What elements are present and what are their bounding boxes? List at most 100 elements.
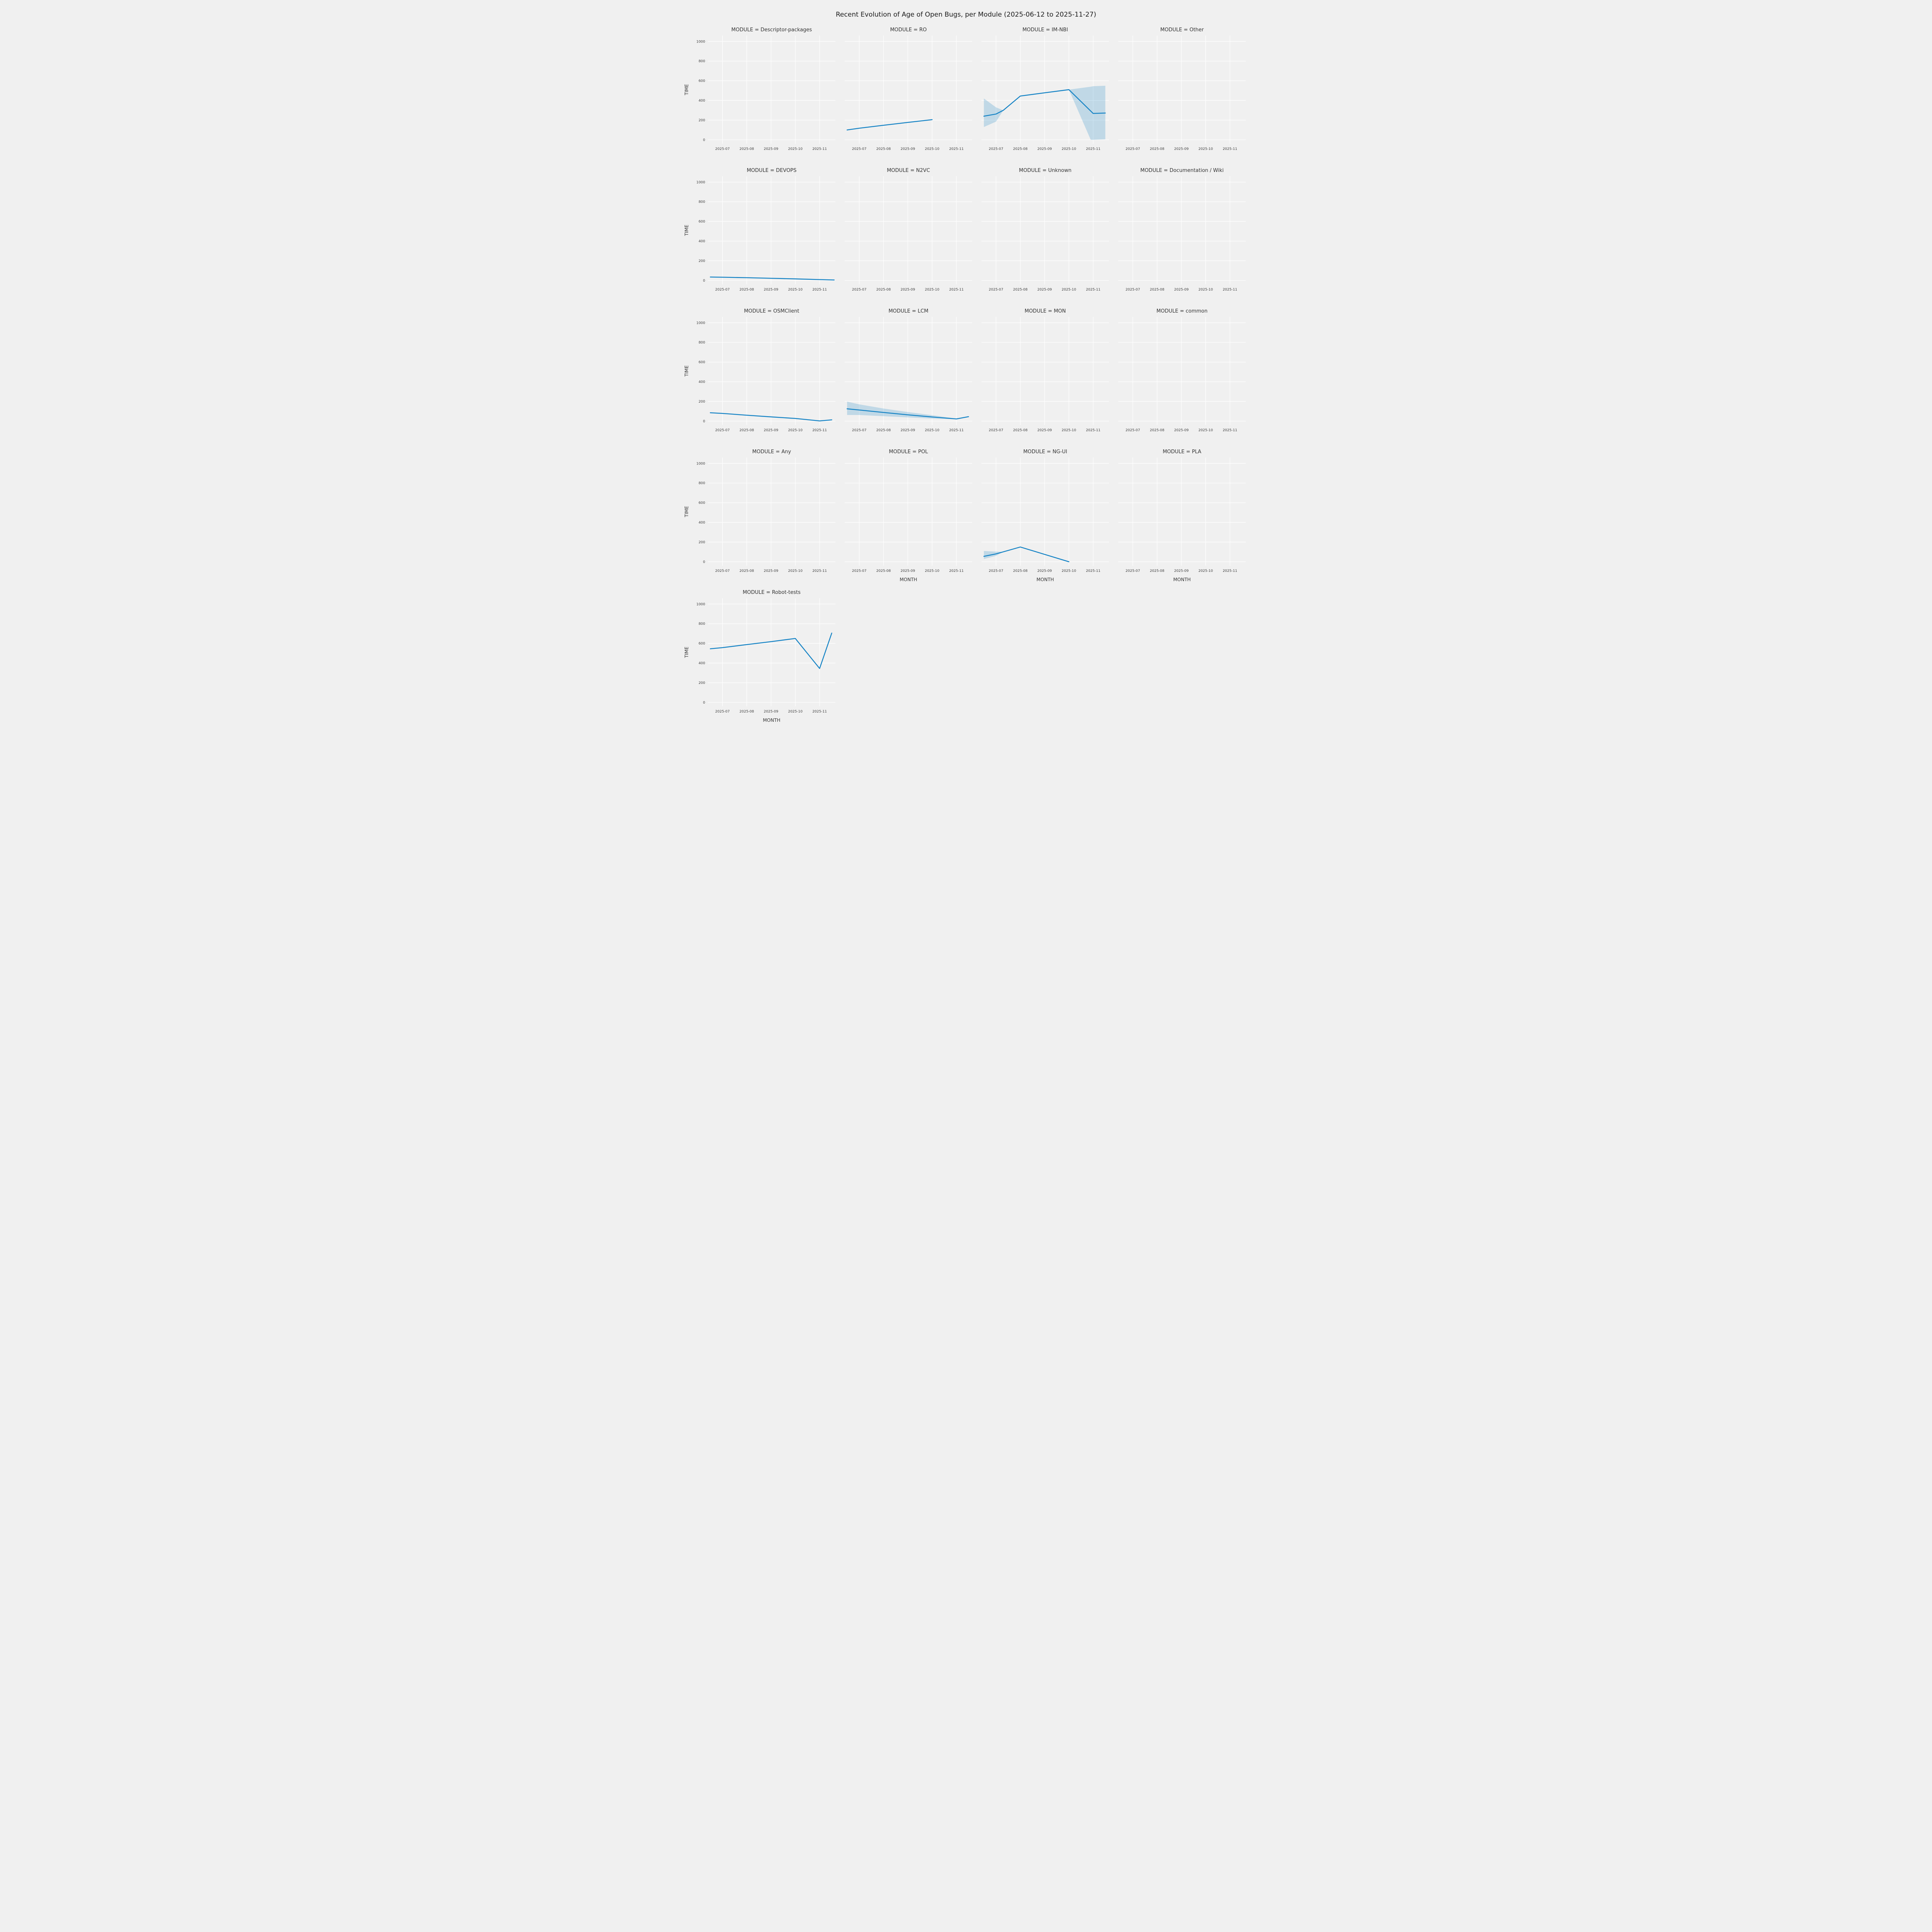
facet-title: MODULE = DEVOPS bbox=[747, 168, 797, 173]
x-tick-label: 2025-10 bbox=[1198, 429, 1213, 432]
x-tick-label: 2025-10 bbox=[788, 288, 803, 292]
x-tick-label: 2025-09 bbox=[764, 710, 779, 714]
x-tick-label: 2025-07 bbox=[715, 569, 730, 573]
x-tick-label: 2025-11 bbox=[1223, 429, 1237, 432]
facet-grid: MODULE = Descriptor-packages 2025-07 2025-… bbox=[676, 26, 1256, 725]
series-line bbox=[847, 408, 969, 420]
x-tick-label: 2025-09 bbox=[1174, 429, 1189, 432]
facet-title: MODULE = Any bbox=[752, 449, 791, 455]
x-tick-label: 2025-11 bbox=[1086, 569, 1100, 573]
facet-title: MODULE = Robot-tests bbox=[743, 590, 801, 595]
y-tick-label: 0 bbox=[703, 560, 705, 564]
x-tick-label: 2025-08 bbox=[1150, 429, 1165, 432]
x-tick-label: 2025-11 bbox=[1086, 288, 1100, 292]
x-tick-label: 2025-10 bbox=[788, 147, 803, 151]
facet-plot-11: MODULE = common 2025-07 2025-08 2025-09 2025… bbox=[1118, 308, 1246, 432]
x-tick-label: 2025-10 bbox=[925, 569, 939, 573]
y-tick-label: 0 bbox=[703, 420, 705, 423]
facet-title: MODULE = POL bbox=[889, 449, 929, 455]
x-tick-label: 2025-08 bbox=[1013, 429, 1028, 432]
facet-plot-3: MODULE = Other 2025-07 2025-08 2025-09 2025-… bbox=[1118, 27, 1246, 151]
y-tick-label: 800 bbox=[699, 200, 705, 204]
x-tick-label: 2025-07 bbox=[1126, 429, 1140, 432]
x-tick-label: 2025-10 bbox=[1198, 147, 1213, 151]
x-tick-label: 2025-09 bbox=[764, 147, 779, 151]
y-tick-label: 600 bbox=[699, 220, 705, 224]
y-tick-label: 600 bbox=[699, 642, 705, 646]
x-tick-label: 2025-11 bbox=[1223, 288, 1237, 292]
x-axis-label: MONTH bbox=[1036, 577, 1054, 582]
y-tick-label: 400 bbox=[699, 521, 705, 525]
y-tick-label: 400 bbox=[699, 240, 705, 243]
series-line bbox=[710, 412, 832, 422]
x-tick-label: 2025-08 bbox=[1013, 147, 1028, 151]
facet-plot-7: MODULE = Documentation / Wiki 2025-07 2025… bbox=[1118, 168, 1246, 292]
facet-title: MODULE = common bbox=[1156, 308, 1208, 314]
x-tick-label: 2025-07 bbox=[989, 147, 1003, 151]
y-tick-label: 0 bbox=[703, 279, 705, 283]
facet-title: MODULE = RO bbox=[890, 27, 927, 33]
facet-title: MODULE = N2VC bbox=[887, 168, 930, 173]
y-axis-label: TIME bbox=[684, 647, 689, 658]
x-tick-label: 2025-10 bbox=[925, 288, 939, 292]
x-tick-label: 2025-07 bbox=[1126, 288, 1140, 292]
x-tick-label: 2025-07 bbox=[715, 429, 730, 432]
series-line bbox=[710, 633, 832, 669]
x-tick-label: 2025-09 bbox=[1037, 569, 1052, 573]
x-tick-label: 2025-08 bbox=[1013, 288, 1028, 292]
x-tick-label: 2025-11 bbox=[949, 288, 964, 292]
x-tick-label: 2025-08 bbox=[1150, 569, 1165, 573]
y-tick-label: 1000 bbox=[696, 321, 705, 325]
x-axis-label: MONTH bbox=[763, 718, 780, 723]
x-tick-label: 2025-10 bbox=[1061, 288, 1076, 292]
x-tick-label: 2025-11 bbox=[812, 569, 827, 573]
y-tick-label: 1000 bbox=[696, 462, 705, 466]
x-tick-label: 2025-09 bbox=[1037, 288, 1052, 292]
confidence-band bbox=[984, 85, 1105, 140]
chart-title: Recent Evolution of Age of Open Bugs, pe… bbox=[836, 11, 1096, 19]
facet-plot-6: MODULE = Unknown 2025-07 2025-08 2025-09 202… bbox=[981, 168, 1109, 292]
y-tick-label: 400 bbox=[699, 380, 705, 384]
x-tick-label: 2025-11 bbox=[1223, 569, 1237, 573]
x-tick-label: 2025-10 bbox=[788, 710, 803, 714]
y-tick-label: 200 bbox=[699, 541, 705, 544]
facet-title: MODULE = Documentation / Wiki bbox=[1140, 168, 1224, 173]
x-tick-label: 2025-11 bbox=[1086, 147, 1100, 151]
x-tick-label: 2025-11 bbox=[812, 288, 827, 292]
facet-plot-5: MODULE = N2VC 2025-07 2025-08 2025-09 2025-1… bbox=[845, 168, 972, 292]
x-tick-label: 2025-09 bbox=[764, 429, 779, 432]
x-tick-label: 2025-10 bbox=[1061, 147, 1076, 151]
x-tick-label: 2025-10 bbox=[788, 569, 803, 573]
facet-plot-9: MODULE = LCM 2025-07 2025-08 2025-09 2025-10… bbox=[845, 308, 972, 432]
facet-plot-8: MODULE = OSMClient 2025-07 2025-08 2025-09 2… bbox=[684, 308, 835, 432]
facet-title: MODULE = IM-NBI bbox=[1022, 27, 1068, 33]
x-tick-label: 2025-08 bbox=[740, 288, 754, 292]
facet-plot-1: MODULE = RO 2025-07 2025-08 2025-09 2025-10 2… bbox=[845, 27, 972, 151]
y-tick-label: 600 bbox=[699, 79, 705, 83]
x-tick-label: 2025-08 bbox=[1150, 147, 1165, 151]
y-tick-label: 200 bbox=[699, 400, 705, 404]
facet-plot-10: MODULE = MON 2025-07 2025-08 2025-09 2025-10… bbox=[981, 308, 1109, 432]
x-tick-label: 2025-10 bbox=[925, 429, 939, 432]
facet-title: MODULE = Descriptor-packages bbox=[731, 27, 812, 33]
y-tick-label: 1000 bbox=[696, 602, 705, 606]
y-tick-label: 0 bbox=[703, 701, 705, 705]
facet-title: MODULE = OSMClient bbox=[744, 308, 799, 314]
x-tick-label: 2025-07 bbox=[715, 147, 730, 151]
y-tick-label: 200 bbox=[699, 259, 705, 263]
x-tick-label: 2025-07 bbox=[715, 288, 730, 292]
x-tick-label: 2025-07 bbox=[989, 429, 1003, 432]
x-tick-label: 2025-09 bbox=[1174, 288, 1189, 292]
x-tick-label: 2025-09 bbox=[901, 288, 915, 292]
y-tick-label: 400 bbox=[699, 99, 705, 103]
x-tick-label: 2025-07 bbox=[852, 288, 867, 292]
x-tick-label: 2025-07 bbox=[715, 710, 730, 714]
x-tick-label: 2025-11 bbox=[1086, 429, 1100, 432]
x-tick-label: 2025-07 bbox=[852, 429, 867, 432]
y-tick-label: 600 bbox=[699, 501, 705, 505]
y-tick-label: 1000 bbox=[696, 180, 705, 184]
x-axis-label: MONTH bbox=[1173, 577, 1190, 582]
facet-plot-12: MODULE = Any 2025-07 2025-08 2025-09 2025-10… bbox=[684, 449, 835, 573]
y-tick-label: 0 bbox=[703, 138, 705, 142]
y-tick-label: 800 bbox=[699, 60, 705, 63]
